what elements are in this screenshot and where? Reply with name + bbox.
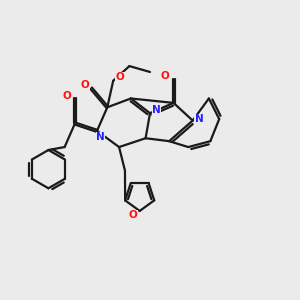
Text: N: N <box>152 105 161 115</box>
Text: O: O <box>115 72 124 82</box>
Text: N: N <box>195 114 203 124</box>
Text: N: N <box>96 132 105 142</box>
Text: O: O <box>81 80 90 90</box>
Text: O: O <box>62 91 71 100</box>
Text: O: O <box>129 210 138 220</box>
Text: O: O <box>161 71 170 81</box>
